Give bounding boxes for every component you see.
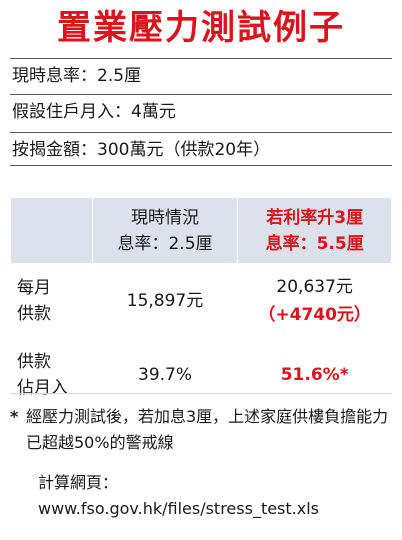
header-current-cell: 現時情況 息率：2.5厘: [91, 197, 239, 264]
header-stress-title: 若利率升3厘: [266, 207, 364, 228]
footnote: * 經壓力測試後，若加息3厘，上述家庭供樓負擔能力已超越50%的警戒線: [10, 404, 392, 456]
row-label: 每月 供款: [10, 263, 93, 338]
header-stress-cell: 若利率升3厘 息率：5.5厘: [237, 197, 392, 264]
stress-monthly-payment-cell: 20,637元 （+4740元）: [237, 263, 392, 338]
table-row-monthly-payment: 每月 供款 15,897元 20,637元 （+4740元）: [10, 263, 392, 338]
stress-income-ratio: 51.6%*: [237, 337, 392, 412]
row-label-line1: 供款: [17, 351, 51, 372]
footnote-text: 經壓力測試後，若加息3厘，上述家庭供樓負擔能力已超越50%的警戒線: [26, 407, 389, 452]
current-rate-line: 現時息率：2.5厘: [10, 58, 392, 92]
row-label-line2: 供款: [17, 303, 51, 324]
row-label: 供款 佔月入: [10, 337, 93, 412]
row-label-line1: 每月: [17, 277, 51, 298]
comparison-table: 現時情況 息率：2.5厘 若利率升3厘 息率：5.5厘 每月 供款 15,897…: [10, 197, 392, 412]
current-income-ratio: 39.7%: [91, 337, 239, 412]
header-current-rate: 息率：2.5厘: [117, 233, 213, 254]
header-blank-cell: [10, 197, 93, 264]
header-stress-rate: 息率：5.5厘: [265, 233, 364, 254]
stress-payment-increase: （+4740元）: [258, 304, 371, 325]
page-title: 置業壓力測試例子: [57, 8, 345, 48]
current-monthly-payment: 15,897元: [91, 263, 239, 338]
household-income-line: 假設住戶月入：4萬元: [10, 94, 392, 128]
calculator-label: 計算網頁：: [38, 473, 119, 492]
table-row-income-ratio: 供款 佔月入 39.7% 51.6%*: [10, 337, 392, 412]
calculator-url: www.fso.gov.hk/files/stress_test.xls: [38, 499, 319, 518]
footnote-star: *: [10, 407, 19, 426]
header-current-title: 現時情況: [131, 207, 200, 228]
table-header-row: 現時情況 息率：2.5厘 若利率升3厘 息率：5.5厘: [10, 197, 392, 264]
mortgage-amount-line: 按揭金額：300萬元（供款20年）: [10, 132, 392, 166]
stress-monthly-payment: 20,637元: [276, 276, 353, 297]
row-label-line2: 佔月入: [17, 377, 68, 398]
table-bottom-divider: [10, 393, 392, 394]
